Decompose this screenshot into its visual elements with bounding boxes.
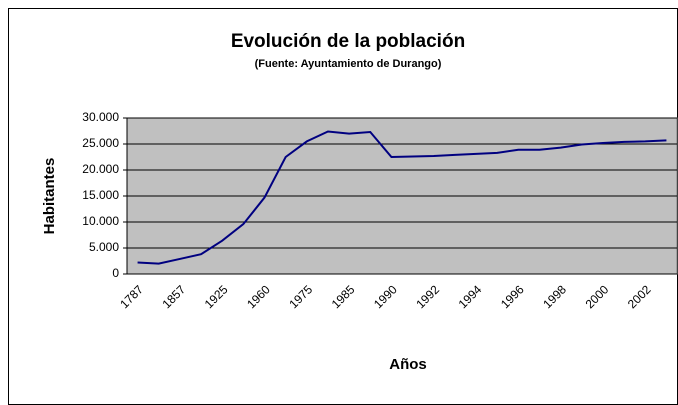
line-series xyxy=(137,130,667,265)
y-tick-label: 20.000 xyxy=(82,162,119,176)
x-axis-title: Años xyxy=(389,356,427,373)
y-tick-label: 15.000 xyxy=(82,188,119,202)
chart-subtitle: (Fuente: Ayuntamiento de Durango) xyxy=(255,58,442,70)
y-tick-label: 5.000 xyxy=(89,240,119,254)
y-axis-title: Habitantes xyxy=(41,158,58,235)
chart-title: Evolución de la población xyxy=(231,31,465,52)
y-tick-label: 0 xyxy=(112,266,119,280)
y-tick-label: 30.000 xyxy=(82,110,119,124)
y-tick-label: 25.000 xyxy=(82,136,119,150)
y-tick-label: 10.000 xyxy=(82,214,119,228)
